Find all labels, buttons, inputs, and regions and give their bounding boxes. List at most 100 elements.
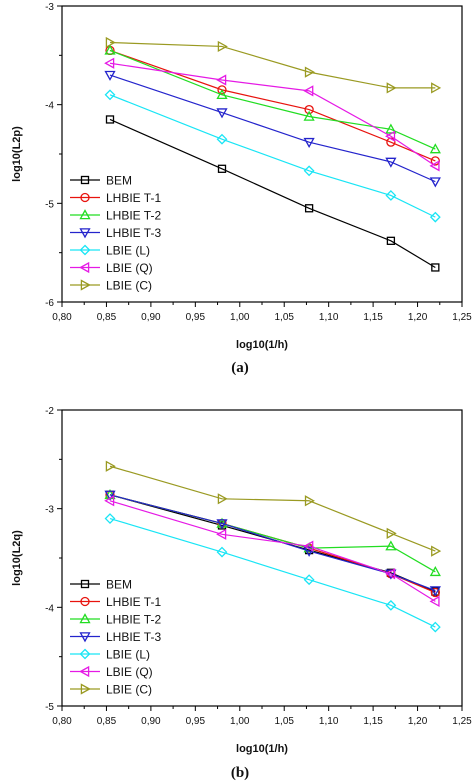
data-point [303, 574, 315, 586]
series-lbie-q [104, 495, 440, 608]
legend-label: LBIE (Q) [106, 665, 153, 679]
series-line [109, 49, 436, 150]
legend-label: LHBIE T-1 [106, 595, 161, 609]
series-line [109, 41, 436, 89]
series-line [109, 494, 436, 592]
legend-label: BEM [106, 578, 132, 592]
series-lhbie-t-2 [104, 44, 441, 154]
x-axis-title: log10(1/h) [236, 743, 288, 755]
data-point [431, 82, 442, 94]
panel-label: (a) [231, 360, 249, 376]
data-point [431, 545, 442, 557]
data-point [105, 36, 116, 49]
data-point [385, 540, 397, 551]
data-point [429, 143, 441, 154]
x-tick-label: 0,95 [186, 312, 206, 323]
series-line [109, 465, 436, 552]
chart-panel-a: 0,80 0,85 0,90 0,95 1,00 1,05 1,10 1,15 1,20 1,25… [11, 2, 472, 376]
data-point [429, 160, 440, 172]
data-point [303, 165, 315, 177]
data-point [217, 40, 228, 53]
x-tick-label: 1,05 [274, 312, 294, 323]
data-point [104, 89, 116, 101]
y-tick-label: -5 [45, 702, 54, 713]
series-line [109, 49, 436, 162]
x-tick-label: 1,10 [319, 312, 339, 323]
legend-label: LBIE (C) [106, 279, 152, 293]
data-point [216, 108, 228, 119]
series-line [109, 494, 436, 593]
data-point [429, 586, 441, 597]
y-tick-label: -3 [45, 505, 54, 516]
legend-marker [79, 228, 91, 239]
y-axis-title: log10(L2q) [11, 530, 23, 586]
data-point [385, 599, 397, 611]
legend-marker [80, 279, 91, 291]
data-point [303, 85, 314, 97]
data-point [104, 495, 115, 507]
data-point [303, 546, 315, 557]
data-point [304, 66, 315, 78]
data-point [385, 130, 396, 142]
legend-marker [79, 261, 90, 274]
data-point [216, 528, 227, 540]
series-lbie-c [105, 460, 442, 557]
x-tick-label: 1,25 [452, 716, 472, 727]
data-point [431, 263, 440, 272]
x-axis-title: log10(1/h) [236, 339, 288, 351]
x-tick-label: 1,25 [452, 312, 472, 323]
chart-panel-b: 0,80 0,85 0,90 0,95 1,00 1,05 1,10 1,15 1,20 1,25… [11, 406, 472, 781]
x-tick-label: 1,00 [230, 312, 250, 323]
x-tick-label: 0,85 [97, 716, 117, 727]
legend-marker [79, 613, 91, 624]
data-point [216, 88, 228, 100]
series-lhbie-t-3 [104, 70, 441, 188]
data-point [104, 490, 116, 501]
data-point [304, 204, 314, 213]
y-tick-label: -6 [45, 298, 54, 309]
legend-label: LHBIE T-2 [106, 209, 161, 223]
data-point [385, 568, 396, 580]
data-point [386, 82, 397, 94]
x-tick-label: 1,15 [363, 312, 383, 323]
series-lbie-l [104, 89, 441, 223]
x-tick-label: 0,95 [186, 716, 206, 727]
legend-marker [79, 665, 90, 678]
data-point [216, 519, 228, 530]
legend-marker [79, 648, 91, 660]
legend-label: LHBIE T-2 [106, 613, 161, 627]
y-axis-title: log10(L2p) [11, 126, 23, 182]
legend-marker [80, 596, 90, 607]
data-point [217, 164, 227, 173]
series-line [109, 74, 436, 183]
x-tick-label: 1,20 [408, 716, 428, 727]
plot-frame [61, 409, 463, 707]
x-tick-label: 0,80 [52, 716, 72, 727]
y-tick-label: -2 [45, 406, 54, 417]
data-point [429, 565, 441, 577]
data-point [385, 157, 397, 168]
legend-label: LHBIE T-1 [106, 191, 161, 205]
x-tick-label: 1,10 [319, 716, 339, 727]
series-line [109, 494, 436, 594]
data-point [217, 85, 227, 95]
x-tick-label: 0,85 [97, 312, 117, 323]
data-point [304, 104, 314, 115]
legend-label: LBIE (L) [106, 244, 150, 258]
x-tick-label: 0,90 [141, 716, 161, 727]
series-lhbie-t-1 [105, 45, 440, 166]
data-point [216, 74, 227, 86]
legend: BEM LHBIE T-1 LHBIE T-2 LHBIE T-3 LBIE (L) LB… [70, 578, 161, 697]
data-point [429, 595, 440, 608]
y-tick-label: -4 [45, 603, 54, 614]
data-point [429, 211, 441, 223]
series-bem [105, 115, 440, 272]
data-point [429, 621, 441, 633]
series-line [109, 94, 436, 218]
data-point [303, 540, 314, 552]
data-point [217, 493, 228, 505]
data-point [216, 133, 228, 145]
series-lbie-l [104, 513, 441, 633]
series-lbie-c [105, 36, 442, 94]
